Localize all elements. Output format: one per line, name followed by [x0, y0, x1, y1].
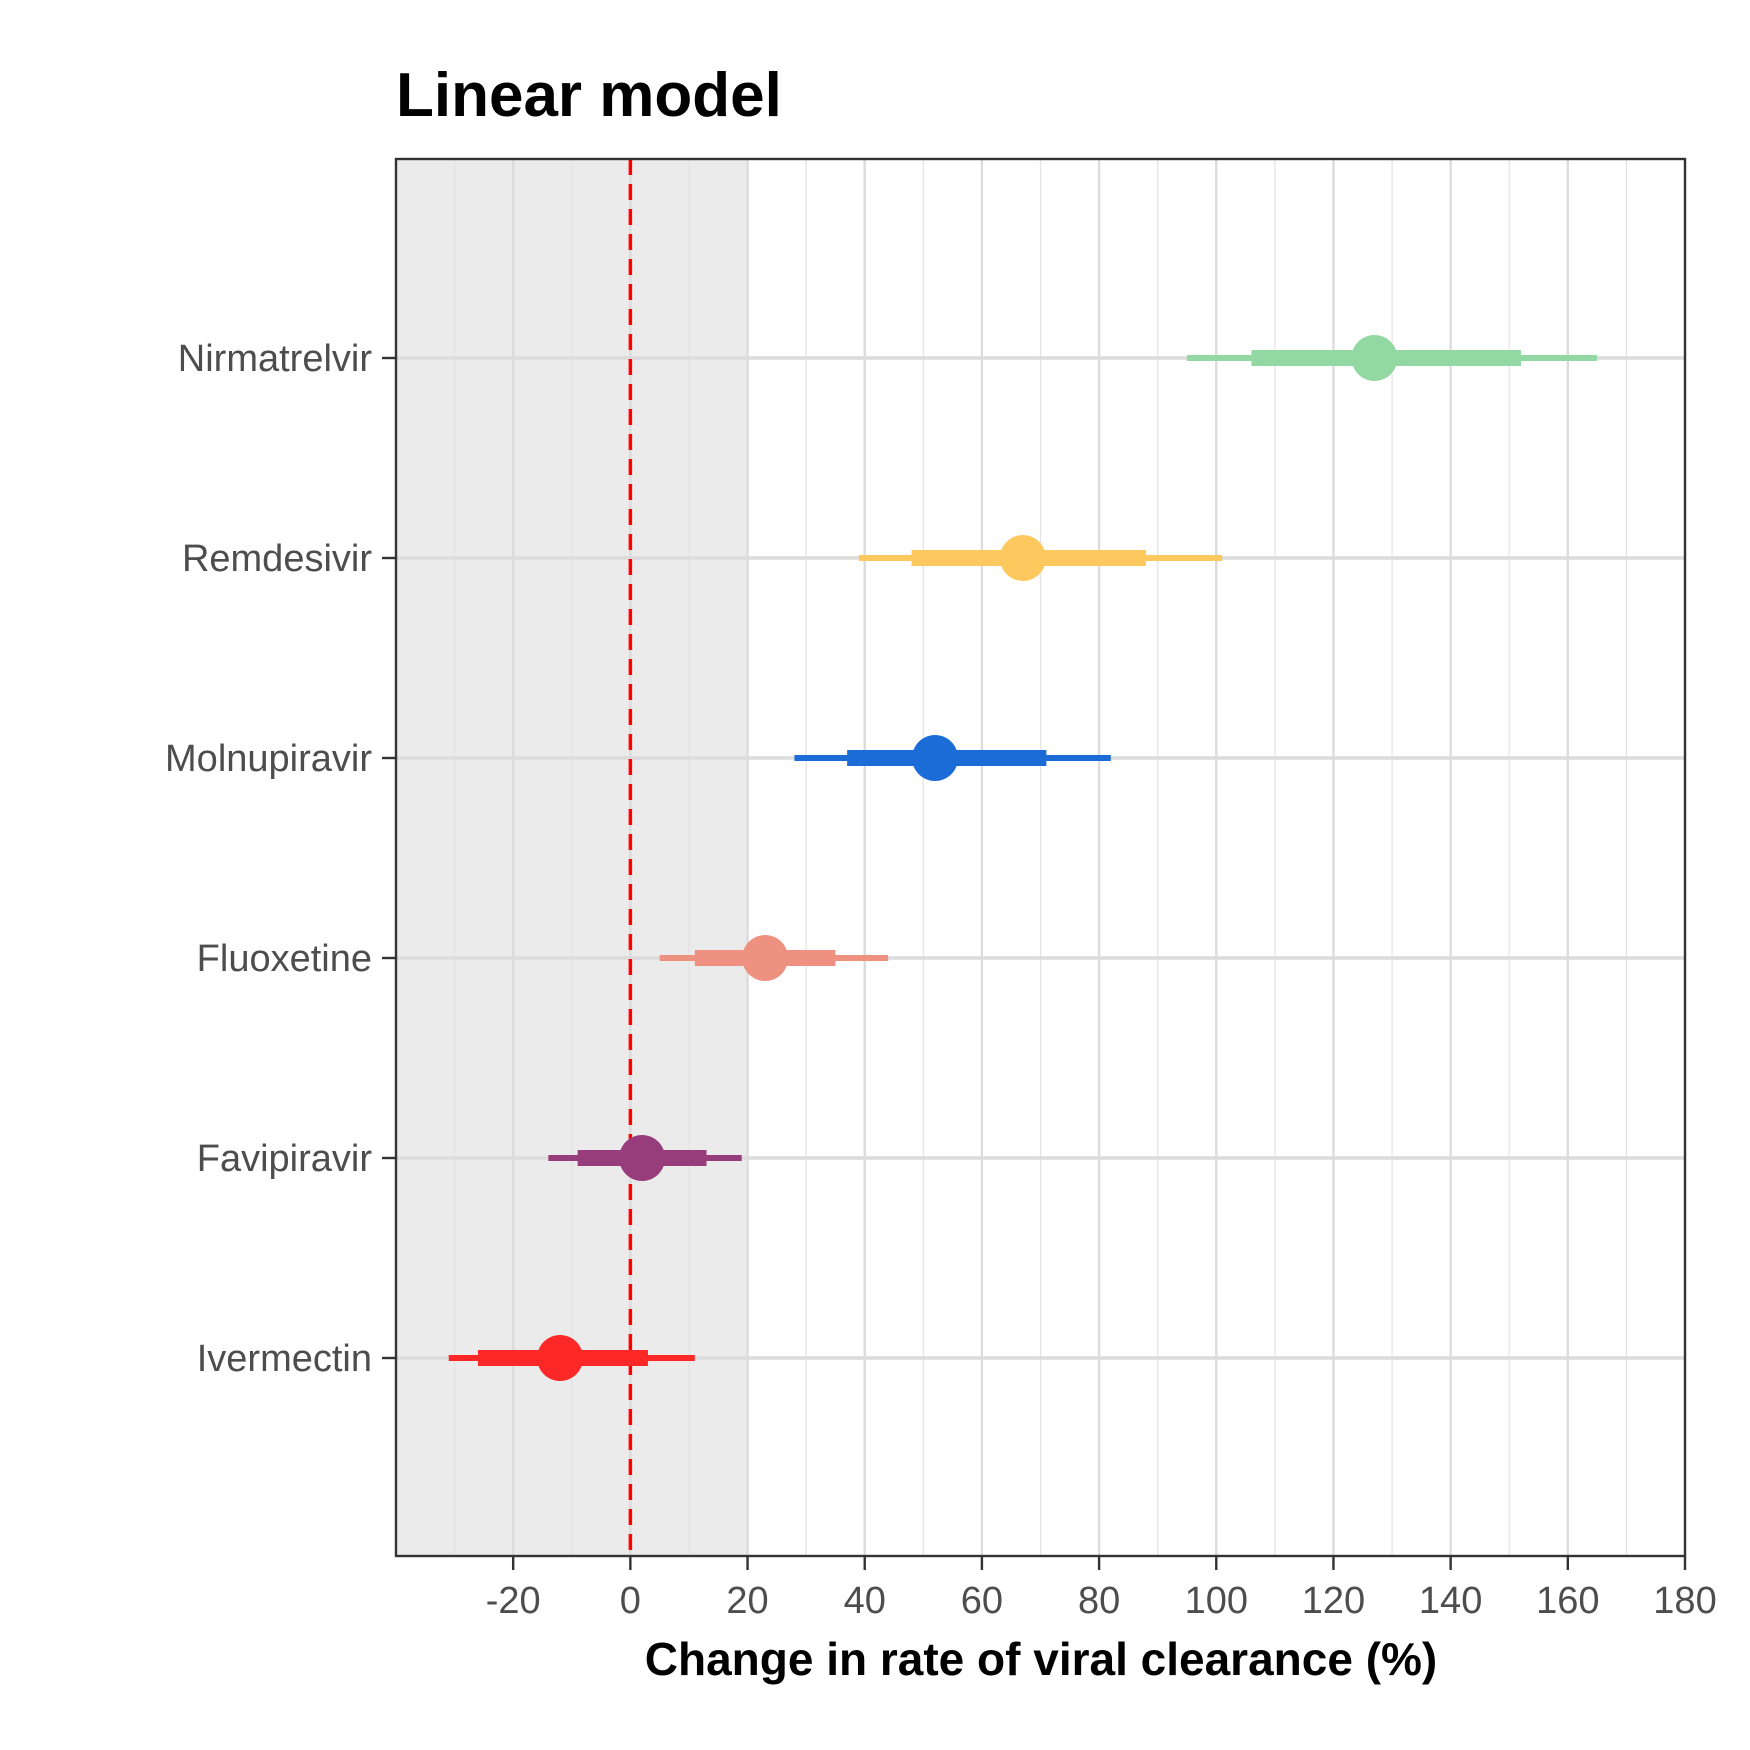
x-tick-label: 20 [726, 1580, 768, 1622]
x-tick-label: 60 [961, 1580, 1003, 1622]
estimate-point [742, 935, 789, 981]
y-tick-label: Remdesivir [182, 538, 372, 580]
y-tick-label: Ivermectin [197, 1338, 372, 1380]
x-tick-label: -20 [486, 1580, 541, 1622]
x-tick-label: 0 [620, 1580, 641, 1622]
x-axis-title: Change in rate of viral clearance (%) [645, 1633, 1438, 1685]
x-tick-label: 140 [1419, 1580, 1482, 1622]
estimate-point [999, 535, 1046, 581]
plot-area: Nirmatrelvir Remdesivir Molnupiravir Fluoxe… [165, 157, 1717, 1622]
y-tick-label: Nirmatrelvir [178, 338, 373, 380]
y-tick-label: Molnupiravir [165, 738, 372, 780]
x-tick-label: 160 [1536, 1580, 1599, 1622]
estimate-point [619, 1135, 666, 1181]
x-tick-label: 40 [844, 1580, 886, 1622]
x-tick-label: 80 [1078, 1580, 1120, 1622]
x-tick-label: 100 [1185, 1580, 1248, 1622]
estimate-point [912, 735, 959, 781]
x-tick-label: 180 [1653, 1580, 1716, 1622]
chart-title: Linear model [396, 61, 782, 130]
panel-border [394, 157, 1687, 1558]
y-tick-label: Favipiravir [197, 1138, 373, 1180]
estimate-point [1351, 335, 1398, 381]
y-tick-label: Fluoxetine [197, 938, 372, 980]
estimate-point [537, 1335, 584, 1381]
x-tick-label: 120 [1302, 1580, 1365, 1622]
